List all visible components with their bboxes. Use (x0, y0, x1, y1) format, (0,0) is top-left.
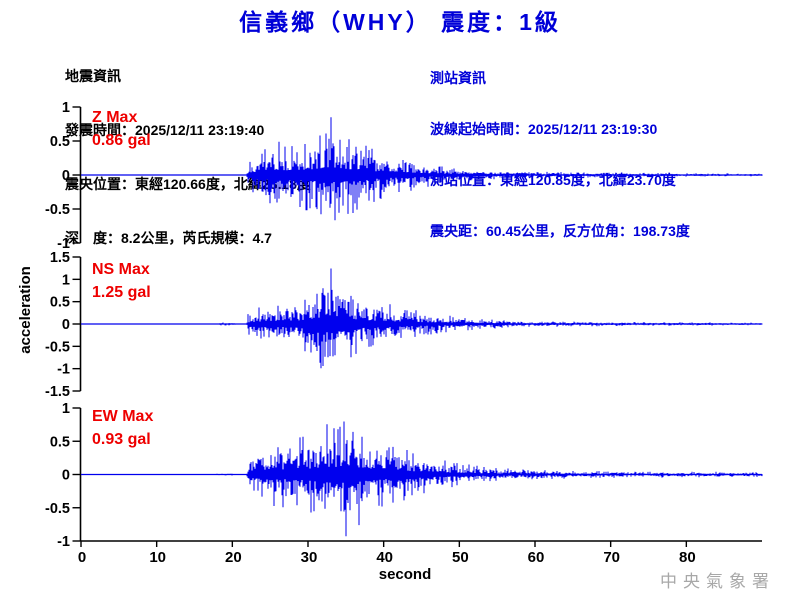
station-info-block: 測站資訊 波線起始時間：2025/12/11 23:19:30 測站位置：東經1… (430, 36, 690, 274)
ns-max-value: 1.25 gal (92, 284, 151, 301)
y-tick-label-EW: 0.5 (50, 434, 70, 450)
ew-max-value: 0.93 gal (92, 431, 151, 448)
y-tick-label-Z: 0.5 (50, 134, 70, 150)
waveform-NS (130, 268, 763, 369)
station-info-heading: 測站資訊 (430, 70, 486, 86)
x-axis-title: second (378, 566, 432, 583)
event-info-heading: 地震資訊 (65, 68, 121, 84)
x-tick-label: 20 (225, 549, 242, 566)
x-tick-label: 70 (603, 549, 620, 566)
y-tick-label-NS: 0 (62, 317, 70, 333)
ns-max-title: NS Max (92, 261, 150, 278)
x-tick-label: 60 (528, 549, 545, 566)
station-info-distance-azimuth: 震央距：60.45公里，反方位角：198.73度 (430, 223, 690, 239)
x-tick-label: 30 (301, 549, 318, 566)
waveform-Z (246, 117, 763, 221)
y-tick-label-EW: -1 (57, 534, 70, 550)
y-tick-label-Z: 0 (62, 168, 70, 184)
y-tick-label-EW: 1 (62, 401, 70, 417)
ew-max-label: EW Max 0.93 gal (92, 405, 153, 451)
x-tick-label: 50 (452, 549, 469, 566)
event-info-origin-time: 發震時間：2025/12/11 23:19:40 (65, 122, 265, 138)
y-tick-label-NS: -1 (57, 362, 70, 378)
z-max-label: Z Max 0.86 gal (92, 106, 151, 152)
y-tick-label-NS: 1 (62, 272, 70, 288)
z-max-value: 0.86 gal (92, 132, 151, 149)
y-tick-label-EW: 0 (62, 468, 70, 484)
x-tick-label: 40 (376, 549, 393, 566)
y-tick-label-EW: -0.5 (45, 501, 70, 517)
x-tick-label: 10 (149, 549, 166, 566)
y-tick-label-NS: 1.5 (50, 250, 70, 266)
y-tick-label-NS: -0.5 (45, 339, 70, 355)
ew-max-title: EW Max (92, 408, 154, 425)
waveform-EW (215, 421, 763, 537)
y-tick-label-NS: -1.5 (45, 384, 70, 400)
x-tick-label: 0 (78, 549, 86, 566)
ns-max-label: NS Max 1.25 gal (92, 258, 151, 304)
event-info-epicenter: 震央位置：東經120.66度，北緯23.18度 (65, 176, 311, 192)
y-tick-label-Z: -1 (57, 236, 70, 252)
y-tick-label-NS: 0.5 (50, 295, 70, 311)
page-title: 信義鄉（WHY） 震度：1級 (239, 9, 561, 35)
y-tick-label-Z: 1 (62, 100, 70, 116)
event-info-depth-magnitude: 深 度：8.2公里，芮氏規模：4.7 (65, 230, 272, 246)
agency-watermark: 中央氣象署 (660, 572, 775, 591)
event-info-block: 地震資訊 發震時間：2025/12/11 23:19:40 震央位置：東經120… (65, 31, 311, 283)
station-info-wave-start: 波線起始時間：2025/12/11 23:19:30 (430, 121, 658, 137)
z-max-title: Z Max (92, 109, 138, 126)
x-tick-label: 80 (679, 549, 696, 566)
y-tick-label-Z: -0.5 (45, 202, 70, 218)
